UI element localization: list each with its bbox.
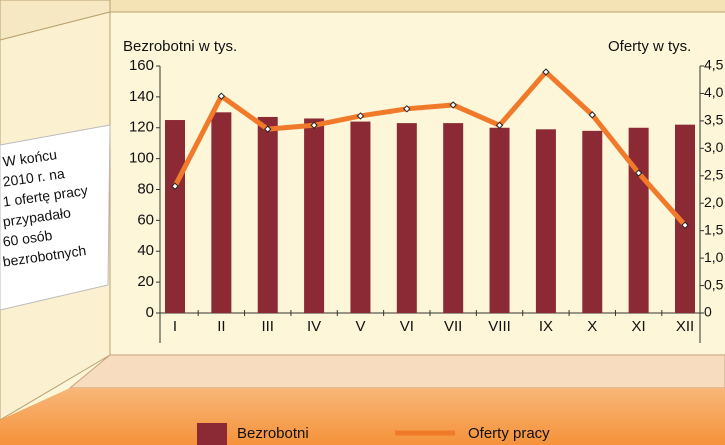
y2-tick-label: 2,0 <box>704 194 724 210</box>
y-tick-label: 40 <box>137 242 154 259</box>
baseboard <box>70 355 725 388</box>
x-tick-label: VIII <box>488 318 511 335</box>
bar <box>490 128 510 313</box>
y-tick-label: 100 <box>129 150 154 167</box>
y2-tick-label: 4,5 <box>704 57 724 73</box>
y-tick-label: 160 <box>129 57 154 74</box>
x-tick-label: VI <box>400 318 414 335</box>
x-tick-label: VII <box>444 318 462 335</box>
bar <box>304 118 324 313</box>
x-tick-label: XI <box>632 318 646 335</box>
bar <box>582 131 602 313</box>
y-tick-label: 140 <box>129 88 154 105</box>
y2-tick-label: 0,5 <box>704 276 724 292</box>
x-tick-label: XII <box>676 318 694 335</box>
y2-axis-title: Oferty w tys. <box>608 38 691 55</box>
bar <box>536 129 556 313</box>
x-tick-label: X <box>587 318 597 335</box>
x-tick-label: V <box>355 318 365 335</box>
x-tick-label: IV <box>307 318 321 335</box>
y-axis-title: Bezrobotni w tys. <box>123 38 237 55</box>
floor <box>0 388 725 445</box>
x-tick-label: IX <box>539 318 553 335</box>
y2-tick-label: 0 <box>704 304 712 320</box>
bar <box>397 123 417 313</box>
x-tick-label: II <box>217 318 225 335</box>
bar <box>443 123 463 313</box>
x-tick-label: III <box>261 318 274 335</box>
bar <box>211 112 231 313</box>
y2-tick-label: 3,0 <box>704 139 724 155</box>
y2-tick-label: 1,5 <box>704 221 724 237</box>
y2-tick-label: 4,0 <box>704 84 724 100</box>
y-tick-label: 80 <box>137 180 154 197</box>
bar <box>258 117 278 313</box>
x-tick-label: I <box>173 318 177 335</box>
y2-tick-label: 2,5 <box>704 166 724 182</box>
legend-label: Bezrobotni <box>237 425 309 442</box>
y2-tick-label: 1,0 <box>704 249 724 265</box>
legend-label: Oferty pracy <box>468 425 550 442</box>
legend-swatch <box>197 423 227 445</box>
y2-tick-label: 3,5 <box>704 112 724 128</box>
bar <box>629 128 649 313</box>
y-tick-label: 120 <box>129 119 154 136</box>
bar <box>165 120 185 313</box>
y-tick-label: 0 <box>146 304 154 321</box>
y-tick-label: 20 <box>137 273 154 290</box>
bar <box>350 122 370 313</box>
chart: W końcu2010 r. na1 ofertę pracyprzypadał… <box>0 0 725 445</box>
y-tick-label: 60 <box>137 211 154 228</box>
